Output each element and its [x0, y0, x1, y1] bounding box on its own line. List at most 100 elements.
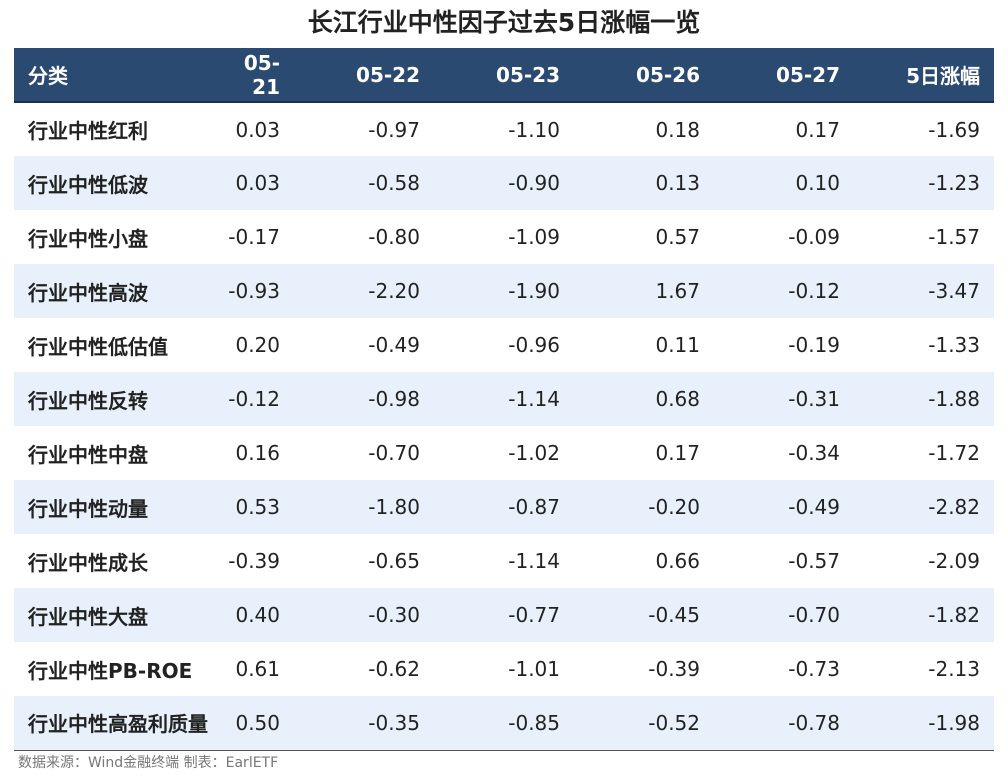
table-row: 行业中性低波 0.03 -0.58 -0.90 0.13 0.10 -1.23 [14, 156, 994, 210]
value-cell: -0.30 [368, 603, 420, 627]
value-cell: -0.57 [788, 549, 840, 573]
value-cell: -0.80 [368, 225, 420, 249]
value-cell: 0.11 [655, 333, 700, 357]
value-cell: 0.66 [655, 549, 700, 573]
value-cell: -1.98 [854, 696, 994, 751]
row-category-cell: 行业中性低估值 [28, 334, 168, 359]
value-cell: -0.87 [508, 495, 560, 519]
row-category-cell: 行业中性中盘 [28, 442, 148, 467]
value-cell: -0.73 [788, 657, 840, 681]
value-cell: -0.20 [648, 495, 700, 519]
row-category-cell: 行业中性反转 [28, 388, 148, 413]
value-cell: -0.65 [368, 549, 420, 573]
value-cell: -0.70 [368, 441, 420, 465]
table-row: 行业中性反转 -0.12 -0.98 -1.14 0.68 -0.31 -1.88 [14, 372, 994, 426]
table-row: 行业中性成长 -0.39 -0.65 -1.14 0.66 -0.57 -2.09 [14, 534, 994, 588]
source-note: 数据来源：Wind金融终端 制表：EarlETF [18, 755, 279, 771]
table-row: 行业中性高盈利质量 0.50 -0.35 -0.85 -0.52 -0.78 -1.98 [14, 696, 994, 751]
table-row: 行业中性动量 0.53 -1.80 -0.87 -0.20 -0.49 -2.82 [14, 480, 994, 534]
factor-return-table: 分类 05-21 05-22 05-23 05-26 05-27 5日涨幅 行业… [14, 48, 994, 751]
header-date-0522: 05-22 [294, 48, 434, 103]
value-cell: -0.96 [508, 333, 560, 357]
value-cell: -1.90 [508, 279, 560, 303]
value-cell: 0.20 [235, 333, 280, 357]
value-cell: 0.16 [235, 441, 280, 465]
table-row: 行业中性大盘 0.40 -0.30 -0.77 -0.45 -0.70 -1.82 [14, 588, 994, 642]
table-row: 行业中性低估值 0.20 -0.49 -0.96 0.11 -0.19 -1.33 [14, 318, 994, 372]
value-cell: -3.47 [928, 279, 980, 303]
value-cell: 1.67 [655, 279, 700, 303]
value-cell: -0.52 [574, 696, 714, 751]
table-row: 行业中性PB-ROE 0.61 -0.62 -1.01 -0.39 -0.73 -2.13 [14, 642, 994, 696]
value-cell: 0.10 [795, 171, 840, 195]
table-row: 行业中性小盘 -0.17 -0.80 -1.09 0.57 -0.09 -1.57 [14, 210, 994, 264]
value-cell: -0.49 [368, 333, 420, 357]
value-cell: -1.33 [928, 333, 980, 357]
value-cell: -0.78 [714, 696, 854, 751]
value-cell: -1.72 [928, 441, 980, 465]
value-cell: -1.10 [508, 117, 560, 142]
header-5day-change: 5日涨幅 [854, 48, 994, 103]
value-cell: 0.68 [655, 387, 700, 411]
value-cell: 0.13 [655, 171, 700, 195]
row-category-cell: 行业中性高盈利质量 [14, 696, 224, 751]
value-cell: -1.02 [508, 441, 560, 465]
value-cell: -0.70 [788, 603, 840, 627]
value-cell: -1.82 [928, 603, 980, 627]
value-cell: -0.49 [788, 495, 840, 519]
value-cell: -1.69 [928, 117, 980, 142]
value-cell: -2.82 [928, 495, 980, 519]
value-cell: -0.09 [788, 225, 840, 249]
value-cell: -0.58 [368, 171, 420, 195]
row-category-cell: 行业中性红利 [28, 119, 148, 143]
table-row: 行业中性红利 0.03 -0.97 -1.10 0.18 0.17 -1.69 [14, 102, 994, 156]
value-cell: 0.17 [655, 441, 700, 465]
value-cell: -0.93 [228, 279, 280, 303]
value-cell: -0.34 [788, 441, 840, 465]
value-cell: -1.57 [928, 225, 980, 249]
value-cell: -0.31 [788, 387, 840, 411]
row-category-cell: 行业中性动量 [28, 496, 148, 521]
value-cell: -0.39 [648, 657, 700, 681]
value-cell: -0.77 [508, 603, 560, 627]
table-header: 分类 05-21 05-22 05-23 05-26 05-27 5日涨幅 [14, 48, 994, 103]
value-cell: -0.19 [788, 333, 840, 357]
row-category-cell: 行业中性大盘 [28, 604, 148, 629]
value-cell: -1.01 [508, 657, 560, 681]
value-cell: -0.85 [434, 696, 574, 751]
value-cell: 0.50 [224, 696, 294, 751]
value-cell: 0.53 [235, 495, 280, 519]
table-row: 行业中性高波 -0.93 -2.20 -1.90 1.67 -0.12 -3.47 [14, 264, 994, 318]
value-cell: -1.88 [928, 387, 980, 411]
value-cell: -2.09 [928, 549, 980, 573]
header-row: 分类 05-21 05-22 05-23 05-26 05-27 5日涨幅 [14, 48, 994, 103]
value-cell: 0.57 [655, 225, 700, 249]
row-category-cell: 行业中性小盘 [28, 226, 148, 251]
header-category: 分类 [14, 48, 224, 103]
value-cell: -2.20 [368, 279, 420, 303]
row-category-cell: 行业中性低波 [28, 172, 148, 197]
value-cell: -0.39 [228, 549, 280, 573]
value-cell: -0.98 [368, 387, 420, 411]
value-cell: -2.13 [928, 657, 980, 681]
value-cell: -0.17 [228, 225, 280, 249]
table-body: 行业中性红利 0.03 -0.97 -1.10 0.18 0.17 -1.69 行业中性低波 0… [14, 102, 994, 751]
value-cell: -0.62 [368, 657, 420, 681]
header-date-0526: 05-26 [574, 48, 714, 103]
value-cell: 0.40 [235, 603, 280, 627]
value-cell: -1.09 [508, 225, 560, 249]
value-cell: 0.18 [655, 117, 700, 142]
value-cell: -1.80 [368, 495, 420, 519]
value-cell: 0.03 [235, 117, 280, 142]
value-cell: -1.14 [508, 549, 560, 573]
table-row: 行业中性中盘 0.16 -0.70 -1.02 0.17 -0.34 -1.72 [14, 426, 994, 480]
value-cell: -0.35 [294, 696, 434, 751]
value-cell: -1.23 [928, 171, 980, 195]
value-cell: -0.12 [788, 279, 840, 303]
value-cell: -0.12 [228, 387, 280, 411]
row-category-cell: 行业中性PB-ROE [28, 658, 193, 683]
header-date-0521: 05-21 [224, 48, 294, 103]
value-cell: -1.14 [508, 387, 560, 411]
header-date-0523: 05-23 [434, 48, 574, 103]
row-category-cell: 行业中性高波 [28, 280, 148, 305]
